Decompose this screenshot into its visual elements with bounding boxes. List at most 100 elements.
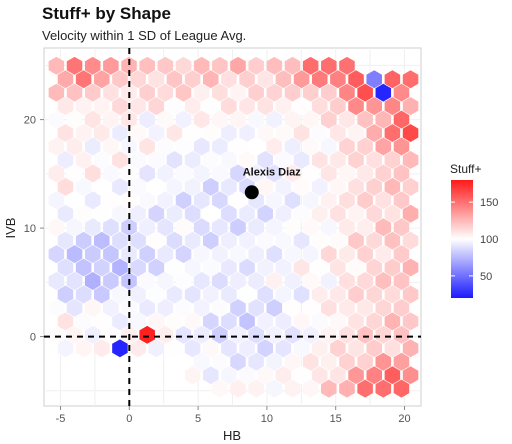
hexbin-cell [148,258,165,277]
hexbin-cell [112,177,128,196]
hexbin-cell [275,231,292,250]
hexbin-cell [184,124,201,143]
hexbin-cell [293,231,310,250]
hexbin-cell [202,70,219,89]
hexbin-cell [48,110,65,129]
hexbin-cell [402,366,419,385]
hexbin-cell [157,245,174,264]
hexbin-cell [148,339,165,358]
hexbin-cell [202,366,219,385]
hexbin-cell [384,204,401,223]
hexbin-cell [75,204,92,223]
hexbin-cell [339,272,355,290]
hexbin-cell [375,218,392,237]
hexbin-cell [266,379,283,398]
hexbin-cell [393,272,410,290]
hexbin-cell [257,231,274,250]
legend-ticks: 50 100 150 [451,197,498,283]
hexbin-cell [166,124,183,143]
hexbin-cell [384,97,401,116]
hexbin-cell [94,312,110,331]
hexbin-cell [311,366,328,385]
hexbin-cell [166,339,183,358]
hexbin-cell [375,325,392,344]
hexbin-cell [275,258,292,277]
hexbin-cell [266,352,283,371]
hexbin-cell [357,379,373,398]
hexbin-cell [339,56,355,75]
hexbin-cell [311,70,328,89]
hexbin-cell [57,312,74,331]
hexbin-cell [139,298,155,317]
hexbin-cell [257,366,274,385]
hexbin-cell [257,97,274,116]
hexbin-cell [202,285,219,304]
hexbin-cell [248,83,264,102]
hexbin-cell [384,339,401,358]
hexbin-cell [266,83,283,102]
hexbin-cell [284,56,301,75]
hexbin-cell [375,164,392,183]
hexbin-cell [293,339,310,358]
hexbin-cell [166,285,183,304]
hexbin-cell [293,366,310,385]
hexbin-cell [66,110,83,129]
hexbin-cell [366,285,382,304]
hexbin-cell [330,124,346,143]
hexbin-cell [230,379,246,398]
hexbin-cell [384,70,401,89]
hexbin-cell [366,312,382,331]
hexbin-cell [112,312,128,331]
hexbin-cell [66,137,83,156]
hexbin-cell [103,137,119,156]
hexbin-cell [230,137,246,156]
hexbin-cell [239,231,255,250]
hexbin-cell [384,177,401,196]
hexbin-cell [311,258,328,277]
hexbin-cell [339,218,355,237]
hexbin-cell [311,150,328,169]
hexbin-cell [193,325,210,344]
x-axis-ticks: -5 0 5 10 15 20 [56,406,411,425]
hexbin-cell [275,285,292,304]
hexbin-cell [75,285,92,304]
hexbin-cell [230,164,246,183]
hexbin-cell [57,258,74,277]
hexbin-cell [84,272,101,290]
hexbin-cell [103,218,119,237]
hexbin-cell [284,325,301,344]
hexbin-cell [275,70,292,89]
annotations: Alexis Diaz [243,166,301,200]
hexbin-cell [94,124,110,143]
hexbin-cell [94,204,110,223]
hexbin-cell [193,110,210,129]
hexbin-cell [139,83,155,102]
hexbin-cell [66,83,83,102]
hexbin-cell [239,312,255,331]
hexbin-cell [284,164,301,183]
hexbin-cell [112,231,128,250]
hexbin-cell [257,285,274,304]
hexbin-cell [348,258,364,277]
x-tick-label: 15 [330,413,342,425]
hexbin-cell [212,379,228,398]
hexbin-cell [384,258,401,277]
hexbin-cell [175,164,192,183]
hexbin-cell [239,366,255,385]
hexbin-cell [230,83,246,102]
hexbin-cell [139,191,155,210]
hexbin-cell [293,97,310,116]
hexbin-cell [57,70,74,89]
hexbin-cell [302,83,319,102]
hexbin-cell [402,124,419,143]
hexbin-cell [121,245,137,264]
x-tick-label: 20 [398,413,410,425]
hexbin-cell [402,312,419,331]
hexbin-cell [275,312,292,331]
hexbin-cell [302,191,319,210]
hexbin-cell [212,325,228,344]
hexbin-cell [94,70,110,89]
hexbin-cell [94,150,110,169]
hexbin-cell [284,272,301,290]
hexbin-cell [221,124,237,143]
